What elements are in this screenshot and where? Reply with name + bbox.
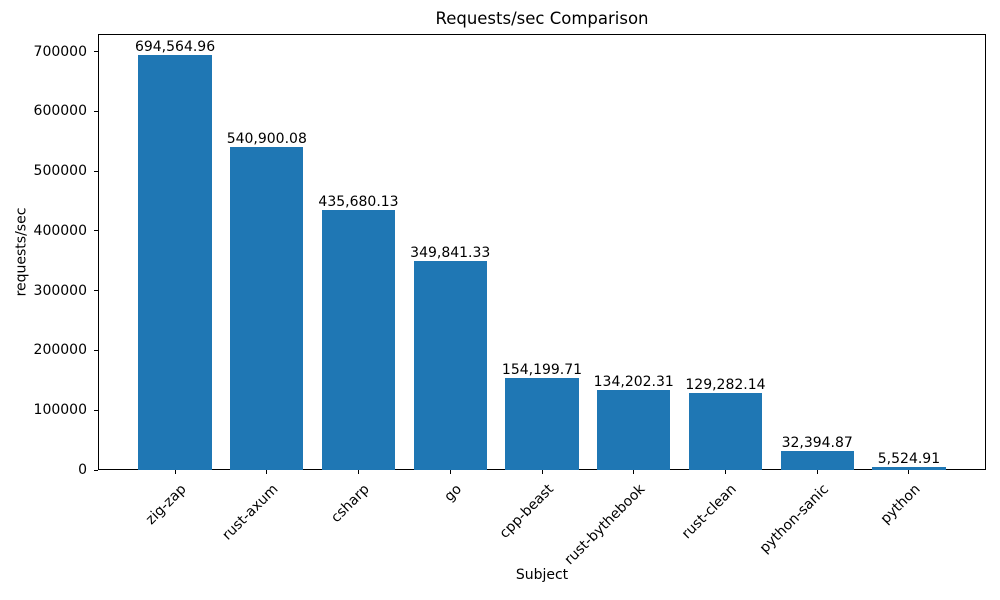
y-tick-mark: [94, 409, 98, 411]
y-tick-mark: [94, 110, 98, 112]
x-tick-mark: [358, 470, 360, 474]
y-axis-label: requests/sec: [13, 207, 30, 297]
bar-go: [413, 260, 487, 470]
bar-rust-clean: [688, 392, 763, 470]
x-tick-label: python: [877, 481, 924, 528]
y-tick-label: 300000: [33, 282, 87, 299]
x-tick-mark: [633, 470, 635, 474]
x-tick-label: go: [441, 481, 465, 505]
y-tick-label: 600000: [33, 103, 87, 120]
x-tick-mark: [541, 470, 543, 474]
y-tick-label: 0: [78, 462, 87, 478]
bar-rust-axum: [230, 146, 304, 470]
x-tick-label: rust-bythebook: [561, 481, 649, 569]
x-tick-label: zig-zap: [143, 481, 190, 528]
x-tick-mark: [816, 470, 818, 474]
bar-value-label: 435,680.13: [318, 193, 399, 210]
chart-title: Requests/sec Comparison: [435, 9, 649, 28]
y-tick-mark: [94, 349, 98, 351]
x-tick-label: csharp: [328, 481, 374, 526]
x-tick-label: python-sanic: [756, 481, 832, 557]
bar-csharp: [321, 209, 396, 470]
y-tick-label: 700000: [33, 43, 87, 60]
x-tick-mark: [449, 470, 451, 474]
bar-value-label: 694,564.96: [134, 38, 216, 55]
bar-value-label: 134,202.31: [593, 373, 674, 390]
bar-value-label: 129,282.14: [685, 376, 766, 393]
x-tick-mark: [724, 470, 726, 474]
bar-value-label: 540,900.08: [226, 130, 307, 147]
x-tick-label: cpp-beast: [496, 481, 557, 542]
bar-value-label: 154,199.71: [501, 361, 583, 378]
y-tick-label: 200000: [33, 342, 87, 359]
x-tick-label: rust-axum: [219, 481, 282, 544]
x-tick-label: rust-clean: [679, 481, 741, 543]
bar-zig-zap: [138, 54, 212, 470]
bar-cpp-beast: [505, 377, 579, 470]
x-axis-label: Subject: [515, 567, 569, 583]
bar-python: [872, 466, 946, 470]
y-tick-mark: [94, 469, 98, 471]
y-tick-mark: [94, 170, 98, 172]
y-tick-label: 100000: [33, 402, 87, 419]
y-tick-label: 500000: [33, 163, 87, 180]
bar-value-label: 349,841.33: [410, 244, 491, 261]
y-tick-label: 400000: [33, 222, 87, 239]
y-tick-mark: [94, 230, 98, 232]
x-tick-mark: [908, 470, 910, 474]
bar-python-sanic: [780, 450, 854, 470]
bar-rust-bythebook: [597, 389, 671, 470]
x-tick-mark: [266, 470, 268, 474]
y-tick-mark: [94, 290, 98, 292]
x-tick-mark: [174, 470, 176, 474]
y-tick-mark: [94, 51, 98, 52]
bar-value-label: 5,524.91: [877, 450, 941, 467]
bar-value-label: 32,394.87: [781, 434, 853, 451]
